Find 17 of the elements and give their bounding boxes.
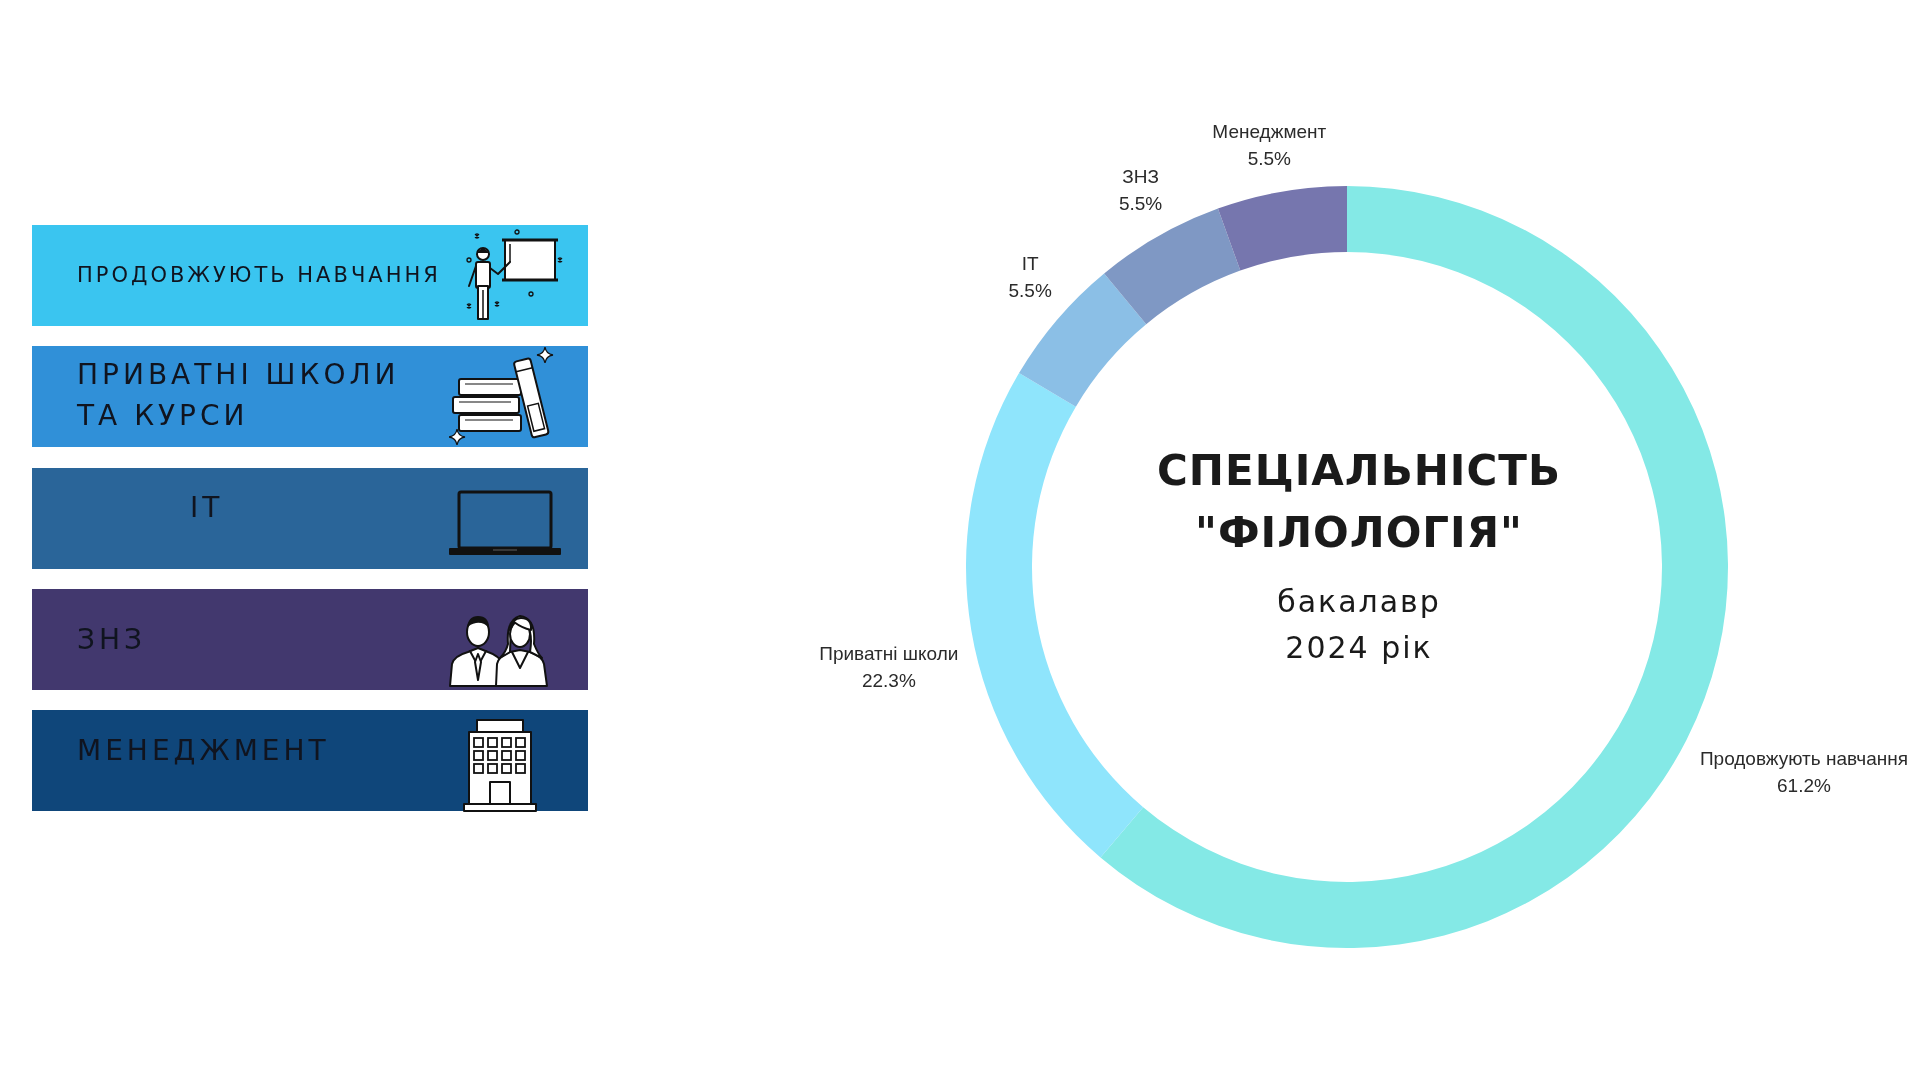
data-label: 22.3% <box>861 669 916 691</box>
data-label: 5.5% <box>1008 279 1052 301</box>
text: бакалавр 2024 рік <box>1276 583 1442 667</box>
banner: МЕНЕДЖМЕНТ <box>32 710 588 811</box>
banner: ЗНЗ <box>32 588 588 690</box>
text: СПЕЦІАЛЬНІСТЬ "ФІЛОЛОГІЯ" <box>1156 445 1562 559</box>
banner: IT <box>32 467 588 569</box>
data-label: 5.5% <box>1118 193 1163 215</box>
slice-label: IT <box>1021 252 1040 274</box>
slice-label: Менеджмент <box>1212 121 1327 143</box>
data-label: 5.5% <box>1247 148 1292 170</box>
data-label: 61.2% <box>1777 775 1831 797</box>
slice-label: Приватні школи <box>819 642 959 664</box>
banner: ПРОДОВЖУЮТЬ НАВЧАННЯ <box>32 225 588 326</box>
slice-label: ЗНЗ <box>1122 166 1159 188</box>
banner: ПРИВАТНІ ШКОЛИ ТА КУРСИ <box>32 346 588 448</box>
slice-label: Продовжують навчання <box>1699 748 1909 770</box>
